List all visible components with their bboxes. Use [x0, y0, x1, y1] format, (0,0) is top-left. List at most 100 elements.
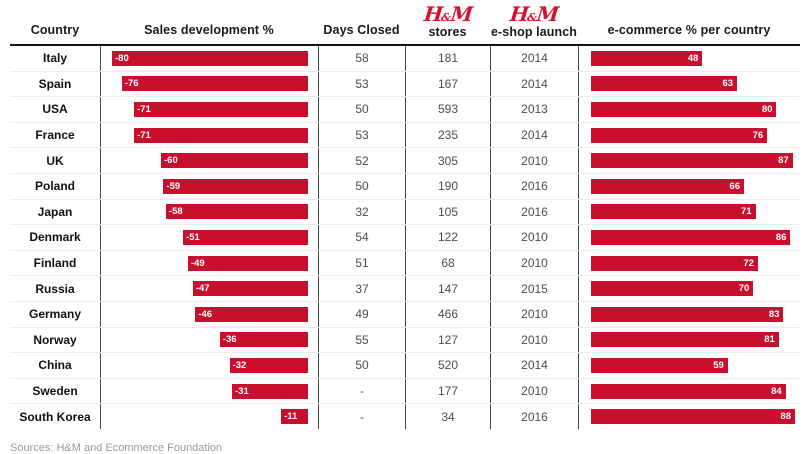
sales-bar-value: -59 — [166, 180, 181, 192]
ecommerce-bar: 70 — [591, 281, 754, 297]
eshop-launch-cell: 2016 — [490, 199, 578, 225]
eshop-launch-cell: 2016 — [490, 404, 578, 429]
ecommerce-bar: 71 — [591, 204, 756, 220]
sales-bar: -58 — [165, 204, 308, 220]
days-closed-cell: 49 — [318, 301, 405, 327]
eshop-launch-cell: 2014 — [490, 122, 578, 148]
sales-bar-value: -58 — [168, 206, 183, 218]
stores-count-cell: 127 — [405, 327, 490, 353]
days-closed-cell: 50 — [318, 353, 405, 378]
days-closed-cell: 54 — [318, 225, 405, 250]
days-closed-cell: 53 — [318, 122, 405, 148]
ecommerce-bar-value: 86 — [775, 231, 787, 243]
sales-bar-value: -36 — [222, 334, 237, 346]
ecommerce-bar-value: 59 — [713, 359, 724, 371]
eshop-launch-cell: 2014 — [490, 353, 578, 378]
stores-count-cell: 520 — [405, 353, 490, 378]
eshop-launch-cell: 2010 — [490, 225, 578, 250]
stores-count-cell: 190 — [405, 173, 490, 199]
sales-bar-value: -49 — [190, 257, 205, 269]
table-row: Finland -49 51 68 2010 72 — [10, 250, 800, 277]
sales-bar-cell: -49 — [100, 250, 318, 276]
stores-count-cell: 177 — [405, 378, 490, 404]
ecommerce-bar-value: 76 — [752, 129, 764, 141]
days-closed-cell: 53 — [318, 71, 405, 97]
country-cell: South Korea — [19, 409, 91, 424]
ecommerce-bar: 81 — [591, 332, 779, 348]
days-closed-cell: 37 — [318, 276, 405, 301]
table-row: Italy -80 58 181 2014 48 — [10, 46, 800, 72]
ecommerce-bar: 83 — [591, 306, 784, 322]
ecommerce-bar: 59 — [591, 357, 728, 373]
sales-bar-value: -71 — [137, 103, 151, 115]
sales-bar: -31 — [232, 383, 308, 399]
sales-bar: -71 — [134, 101, 308, 117]
ecommerce-bar-value: 81 — [764, 334, 775, 346]
days-closed-cell: - — [318, 404, 405, 429]
ecommerce-bar: 87 — [591, 153, 793, 169]
ecommerce-bar-cell: 80 — [578, 97, 800, 122]
sales-bar-cell: -51 — [100, 225, 318, 250]
sales-bar: -80 — [112, 50, 308, 66]
ecommerce-bar-value: 66 — [729, 180, 740, 192]
ecommerce-bar-cell: 84 — [578, 378, 800, 404]
header-stores: H&M stores — [405, 0, 490, 44]
ecommerce-bar: 76 — [591, 127, 768, 143]
eshop-launch-cell: 2016 — [490, 173, 578, 199]
days-closed-cell: 50 — [318, 173, 405, 199]
country-cell: Finland — [33, 256, 77, 271]
eshop-launch-cell: 2010 — [490, 378, 578, 404]
header-sales-development: Sales development % — [144, 23, 274, 37]
sales-bar-cell: -31 — [100, 378, 318, 404]
table-row: Poland -59 50 190 2016 66 — [10, 173, 800, 200]
sales-bar-cell: -71 — [100, 97, 318, 122]
table-row: Denmark -51 54 122 2010 86 — [10, 225, 800, 251]
sales-bar: -36 — [219, 332, 308, 348]
country-cell: Denmark — [29, 230, 81, 245]
ecommerce-bar: 84 — [591, 383, 786, 399]
sales-bar: -71 — [134, 127, 308, 143]
eshop-launch-cell: 2010 — [490, 327, 578, 353]
country-cell: Spain — [38, 76, 72, 91]
ecommerce-bar-cell: 86 — [578, 225, 800, 250]
ecommerce-bar-value: 80 — [761, 103, 773, 115]
ecommerce-bar-value: 70 — [738, 283, 750, 295]
table-row: Russia -47 37 147 2015 70 — [10, 276, 800, 302]
hm-logo: H&M — [423, 2, 473, 26]
sales-bar-value: -46 — [198, 308, 213, 320]
sales-bar-value: -11 — [284, 411, 298, 423]
ecommerce-bar-cell: 83 — [578, 301, 800, 327]
stores-count-cell: 34 — [405, 404, 490, 429]
table-header: Country Sales development % Days Closed … — [10, 0, 800, 46]
country-cell: Poland — [34, 179, 75, 194]
sales-bar-cell: -58 — [100, 199, 318, 225]
ecommerce-bar-cell: 71 — [578, 199, 800, 225]
header-days-closed: Days Closed — [323, 23, 400, 37]
sales-bar-value: -47 — [195, 283, 210, 295]
sales-bar: -60 — [161, 153, 308, 169]
table-row: Germany -46 49 466 2010 83 — [10, 301, 800, 328]
stores-count-cell: 305 — [405, 148, 490, 173]
ecommerce-bar-cell: 66 — [578, 173, 800, 199]
eshop-launch-cell: 2014 — [490, 71, 578, 97]
sales-bar-value: -80 — [115, 52, 129, 64]
hm-logo: H&M — [509, 2, 559, 26]
sales-bar: -11 — [281, 409, 308, 425]
ecommerce-bar: 48 — [591, 50, 703, 66]
days-closed-cell: 58 — [318, 46, 405, 71]
eshop-launch-cell: 2015 — [490, 276, 578, 301]
ecommerce-bar: 86 — [591, 229, 791, 245]
eshop-launch-cell: 2010 — [490, 148, 578, 173]
days-closed-cell: 50 — [318, 97, 405, 122]
sales-bar: -51 — [183, 229, 308, 245]
sales-bar-value: -76 — [124, 78, 139, 90]
sales-bar-cell: -47 — [100, 276, 318, 301]
table-row: UK -60 52 305 2010 87 — [10, 148, 800, 174]
ecommerce-bar-value: 83 — [768, 308, 780, 320]
sales-bar-value: -31 — [235, 385, 249, 397]
hm-logo-m: M — [449, 2, 473, 26]
stores-count-cell: 466 — [405, 301, 490, 327]
days-closed-cell: - — [318, 378, 405, 404]
ecommerce-bar: 80 — [591, 101, 777, 117]
table-body: Italy -80 58 181 2014 48 Spain -76 53 167 2014 63 US… — [10, 46, 800, 429]
